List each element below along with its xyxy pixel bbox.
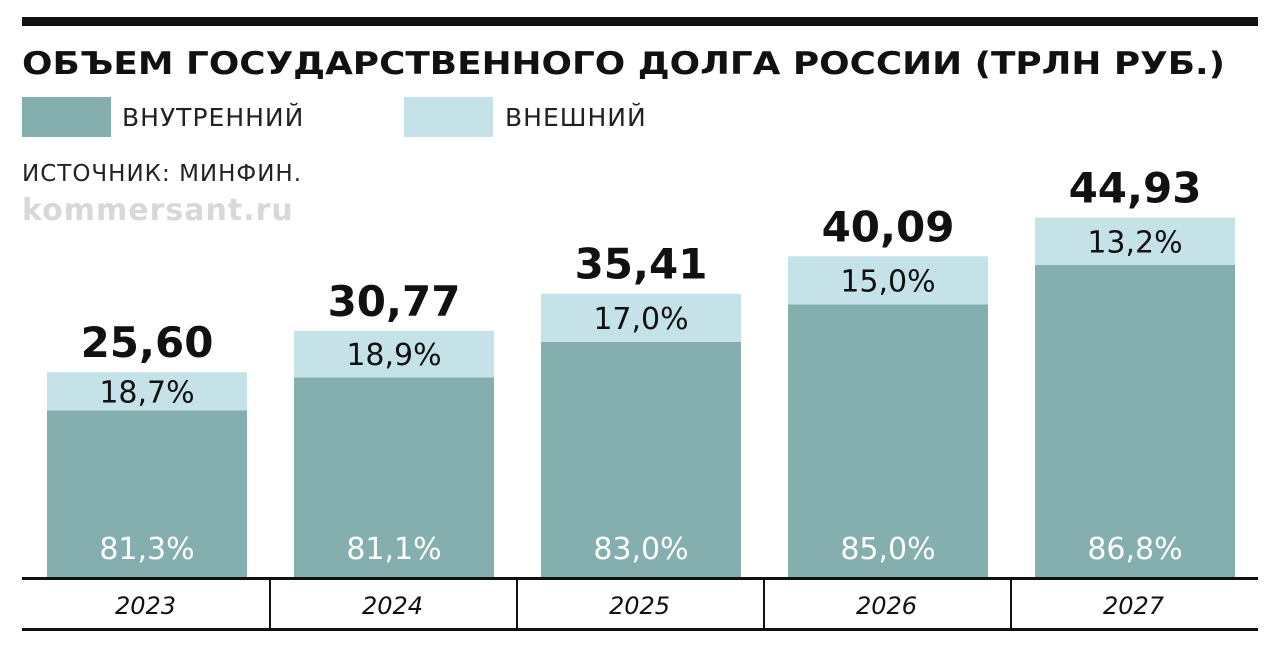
label-total-2027: 44,93 xyxy=(1069,164,1202,213)
bar-external-2026 xyxy=(788,256,988,305)
label-external-pct-2025: 17,0% xyxy=(593,302,688,337)
label-total-2024: 30,77 xyxy=(328,277,461,326)
bar-domestic-2027 xyxy=(1035,265,1235,577)
label-domestic-pct-2024: 81,1% xyxy=(346,532,441,567)
baseline-rule xyxy=(22,577,1258,580)
bar-external-2027 xyxy=(1035,217,1235,266)
top-rule xyxy=(22,17,1258,26)
bar-domestic-2024 xyxy=(294,377,494,577)
bar-domestic-2023 xyxy=(47,410,247,577)
legend-label-external: ВНЕШНИЙ xyxy=(505,103,647,132)
site-watermark: kommersant.ru xyxy=(22,193,294,228)
label-external-pct-2024: 18,9% xyxy=(346,338,441,373)
legend-swatch-domestic xyxy=(22,97,111,137)
legend-label-domestic: ВНУТРЕННИЙ xyxy=(122,103,304,132)
label-total-2023: 25,60 xyxy=(81,318,214,367)
year-divider xyxy=(1010,580,1012,628)
year-label-2024: 2024 xyxy=(362,592,423,620)
source-note: ИСТОЧНИК: МИНФИН. xyxy=(22,161,302,187)
bar-external-2023 xyxy=(47,372,247,411)
label-domestic-pct-2025: 83,0% xyxy=(593,532,688,567)
bar-external-2024 xyxy=(294,330,494,378)
bars-group: 18,7% 81,3% 25,60 18,9% 81,1% 30,77 17,0% 83,0%… xyxy=(47,164,1235,577)
label-external-pct-2026: 15,0% xyxy=(840,264,935,299)
bar-domestic-2026 xyxy=(788,304,988,577)
year-divider xyxy=(269,580,271,628)
bottom-rule xyxy=(22,628,1258,631)
year-divider xyxy=(763,580,765,628)
year-divider xyxy=(516,580,518,628)
label-external-pct-2027: 13,2% xyxy=(1087,225,1182,260)
year-label-2023: 2023 xyxy=(115,592,176,620)
label-domestic-pct-2027: 86,8% xyxy=(1087,532,1182,567)
year-label-2027: 2027 xyxy=(1103,592,1165,620)
label-total-2026: 40,09 xyxy=(822,202,955,251)
legend-swatch-external xyxy=(404,97,493,137)
label-domestic-pct-2023: 81,3% xyxy=(99,532,194,567)
label-external-pct-2023: 18,7% xyxy=(99,375,194,410)
year-label-2025: 2025 xyxy=(609,592,670,620)
label-total-2025: 35,41 xyxy=(575,240,708,289)
bar-domestic-2025 xyxy=(541,341,741,577)
bar-external-2025 xyxy=(541,293,741,342)
chart-title: ОБЪЕМ ГОСУДАРСТВЕННОГО ДОЛГА РОССИИ (ТРЛ… xyxy=(22,46,1225,82)
label-domestic-pct-2026: 85,0% xyxy=(840,532,935,567)
year-label-2026: 2026 xyxy=(856,592,917,620)
year-dividers xyxy=(269,580,1012,628)
year-labels: 2023 2024 2025 2026 2027 xyxy=(115,592,1165,620)
